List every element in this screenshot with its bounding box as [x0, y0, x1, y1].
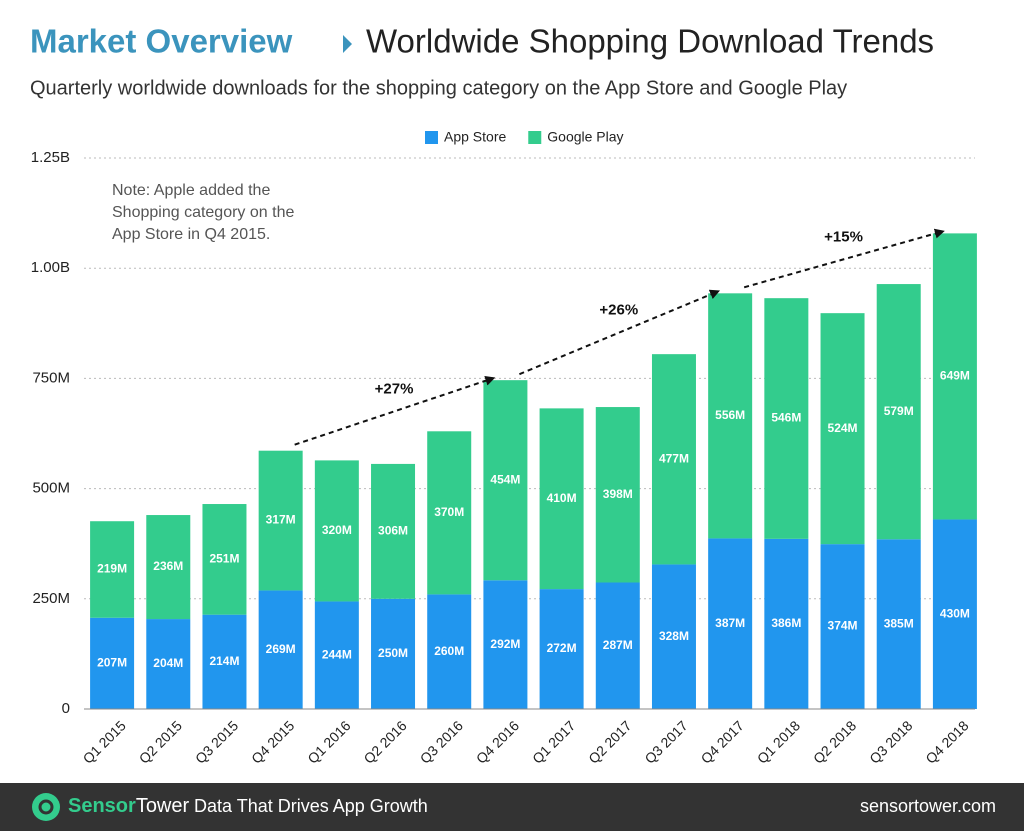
chart-title: Worldwide Shopping Download Trends: [366, 23, 934, 60]
data-label: 556M: [715, 408, 745, 422]
chart-subtitle: Quarterly worldwide downloads for the sh…: [30, 77, 847, 99]
annotation: +27%: [375, 380, 414, 397]
bar-segment: [202, 504, 247, 615]
footer-logo: [32, 793, 60, 821]
data-label: 204M: [153, 656, 183, 670]
bar-segment: [651, 354, 696, 565]
bar-segment: [539, 589, 584, 709]
data-label: 385M: [884, 616, 914, 630]
footer-brand-b: Tower: [136, 795, 190, 817]
y-tick-label: 250M: [32, 590, 70, 607]
data-label: 207M: [97, 656, 127, 670]
data-label: 269M: [266, 642, 296, 656]
trend-arrow: [294, 375, 496, 446]
footer-bar: [0, 783, 1024, 831]
footer-tagline: Data That Drives App Growth: [194, 796, 428, 816]
legend-swatch: [528, 131, 542, 144]
trend-arrow: [743, 228, 945, 289]
bar-segment: [764, 538, 809, 709]
bar-segment: [90, 521, 135, 618]
data-label: 546M: [771, 411, 801, 425]
footer-url: sensortower.com: [860, 796, 996, 816]
bar-segment: [708, 538, 753, 709]
data-label: 272M: [547, 641, 577, 655]
data-label: 328M: [659, 629, 689, 643]
bar-segment: [146, 619, 191, 709]
annotation: +26%: [599, 302, 638, 319]
bar-segment: [595, 407, 640, 583]
title-chevron: [343, 35, 352, 53]
y-tick-label: 1.00B: [31, 259, 70, 276]
bar-segment: [258, 590, 303, 709]
bar-segment: [427, 431, 472, 595]
bar-segment: [314, 601, 359, 709]
footer-brand: SensorTower: [68, 795, 190, 817]
data-label: 410M: [547, 491, 577, 505]
data-label: 292M: [490, 637, 520, 651]
bar-segment: [539, 408, 584, 590]
bar-segment: [764, 298, 809, 539]
y-tick-label: 0: [62, 700, 70, 717]
data-label: 320M: [322, 523, 352, 537]
bar-segment: [90, 617, 135, 709]
data-label: 649M: [940, 369, 970, 383]
bar-segment: [595, 582, 640, 709]
data-label: 374M: [828, 619, 858, 633]
data-label: 317M: [266, 513, 296, 527]
data-label: 454M: [490, 472, 520, 486]
bar-segment: [258, 450, 303, 591]
legend-swatch: [425, 131, 438, 144]
y-tick-label: 1.25B: [31, 149, 70, 166]
data-label: 306M: [378, 524, 408, 538]
bar-segment: [932, 233, 977, 520]
bar-segment: [427, 594, 472, 709]
bar-segment: [483, 380, 528, 581]
data-label: 430M: [940, 606, 970, 620]
data-label: 287M: [603, 638, 633, 652]
data-label: 260M: [434, 644, 464, 658]
data-label: 386M: [771, 616, 801, 630]
data-label: 477M: [659, 451, 689, 465]
data-label: 398M: [603, 487, 633, 501]
data-label: 219M: [97, 562, 127, 576]
data-label: 387M: [715, 616, 745, 630]
title-section: Market Overview: [30, 23, 293, 60]
bar-segment: [932, 519, 977, 709]
bar-segment: [146, 515, 191, 620]
bar-segment: [708, 293, 753, 539]
note: Note: Apple added the: [112, 182, 270, 199]
footer-logo-inner: [38, 799, 54, 815]
legend-label: Google Play: [547, 129, 623, 145]
bar-segment: [371, 463, 416, 599]
bar-segment: [876, 539, 921, 709]
footer-brand-a: Sensor: [68, 795, 136, 817]
bar-segment: [483, 580, 528, 709]
data-label: 214M: [209, 654, 239, 668]
data-label: 236M: [153, 559, 183, 573]
data-label: 251M: [209, 552, 239, 566]
bar-segment: [820, 544, 865, 709]
data-label: 370M: [434, 505, 464, 519]
note: App Store in Q4 2015.: [112, 226, 270, 243]
legend-label: App Store: [444, 129, 506, 145]
bar-segment: [820, 313, 865, 545]
y-tick-label: 750M: [32, 369, 70, 386]
bar-segment: [202, 614, 247, 709]
data-label: 579M: [884, 404, 914, 418]
data-label: 524M: [828, 421, 858, 435]
annotation: +15%: [824, 228, 863, 245]
data-label: 250M: [378, 646, 408, 660]
bar-segment: [651, 564, 696, 709]
y-tick-label: 500M: [32, 480, 70, 497]
bar-segment: [371, 598, 416, 709]
bar-segment: [876, 284, 921, 540]
note: Shopping category on the: [112, 204, 294, 221]
bar-segment: [314, 460, 359, 602]
data-label: 244M: [322, 647, 352, 661]
